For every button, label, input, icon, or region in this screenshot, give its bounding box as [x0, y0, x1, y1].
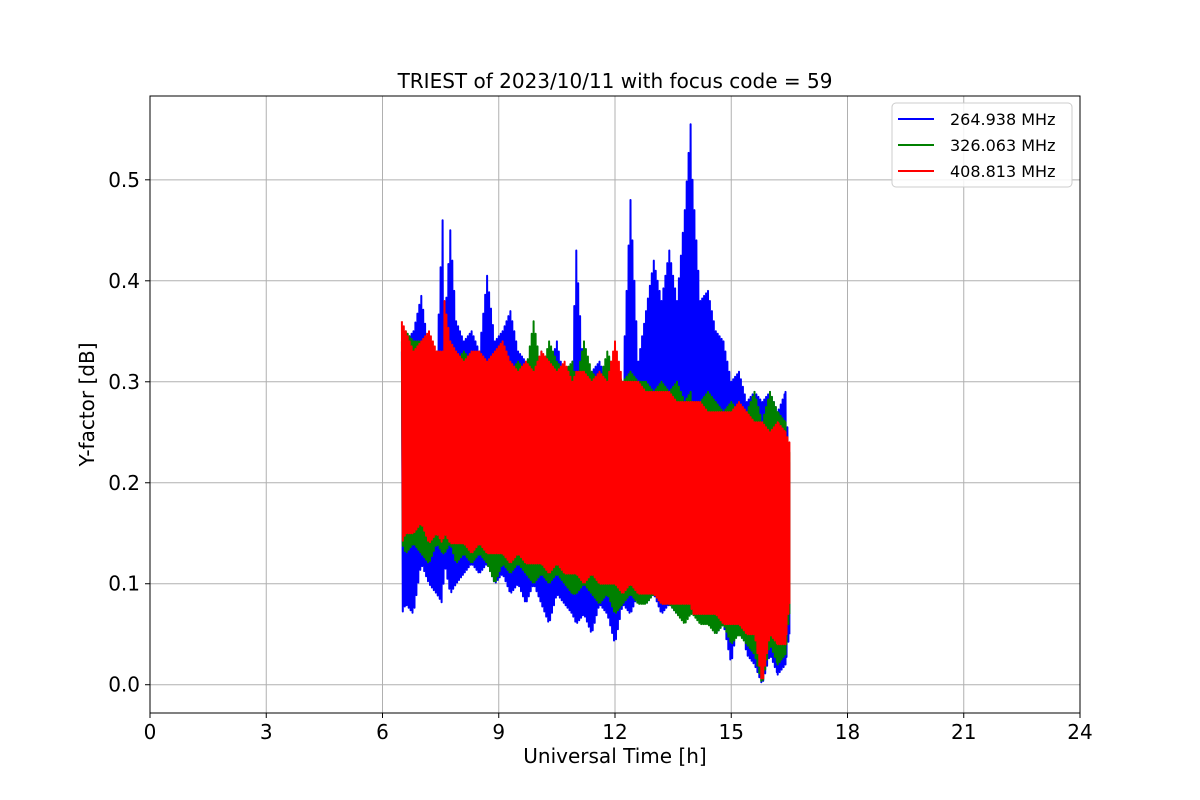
series-line-2 [400, 300, 791, 680]
chart-title: TRIEST of 2023/10/11 with focus code = 5… [397, 69, 833, 93]
y-tick-label: 0.1 [108, 572, 140, 596]
x-tick-label: 6 [376, 720, 389, 744]
x-axis-label: Universal Time [h] [523, 744, 706, 768]
x-tick-label: 24 [1067, 720, 1092, 744]
y-tick-label: 0.2 [108, 471, 140, 495]
legend-label-0: 264.938 MHz [950, 110, 1055, 129]
y-tick-label: 0.3 [108, 370, 140, 394]
x-tick-label: 15 [719, 720, 744, 744]
x-tick-label: 9 [492, 720, 505, 744]
x-tick-label: 0 [144, 720, 157, 744]
legend-box [891, 102, 1073, 188]
x-tick-label: 21 [951, 720, 976, 744]
ticks: 0 3 6 9 12 15 18 21 24 0.0 0.1 0.2 0.3 0.4 0.5 [108, 168, 1093, 744]
x-tick-label: 18 [835, 720, 860, 744]
y-tick-label: 0.0 [108, 673, 140, 697]
y-tick-label: 0.4 [108, 269, 140, 293]
x-tick-label: 3 [260, 720, 273, 744]
legend-label-1: 326.063 MHz [950, 136, 1055, 155]
legend-label-2: 408.813 MHz [950, 162, 1055, 181]
legend: 264.938 MHz 326.063 MHz 408.813 MHz [891, 102, 1073, 188]
y-tick-label: 0.5 [108, 168, 140, 192]
series-layer [400, 123, 791, 684]
x-tick-label: 12 [602, 720, 627, 744]
y-axis-label: Y-factor [dB] [75, 342, 99, 467]
